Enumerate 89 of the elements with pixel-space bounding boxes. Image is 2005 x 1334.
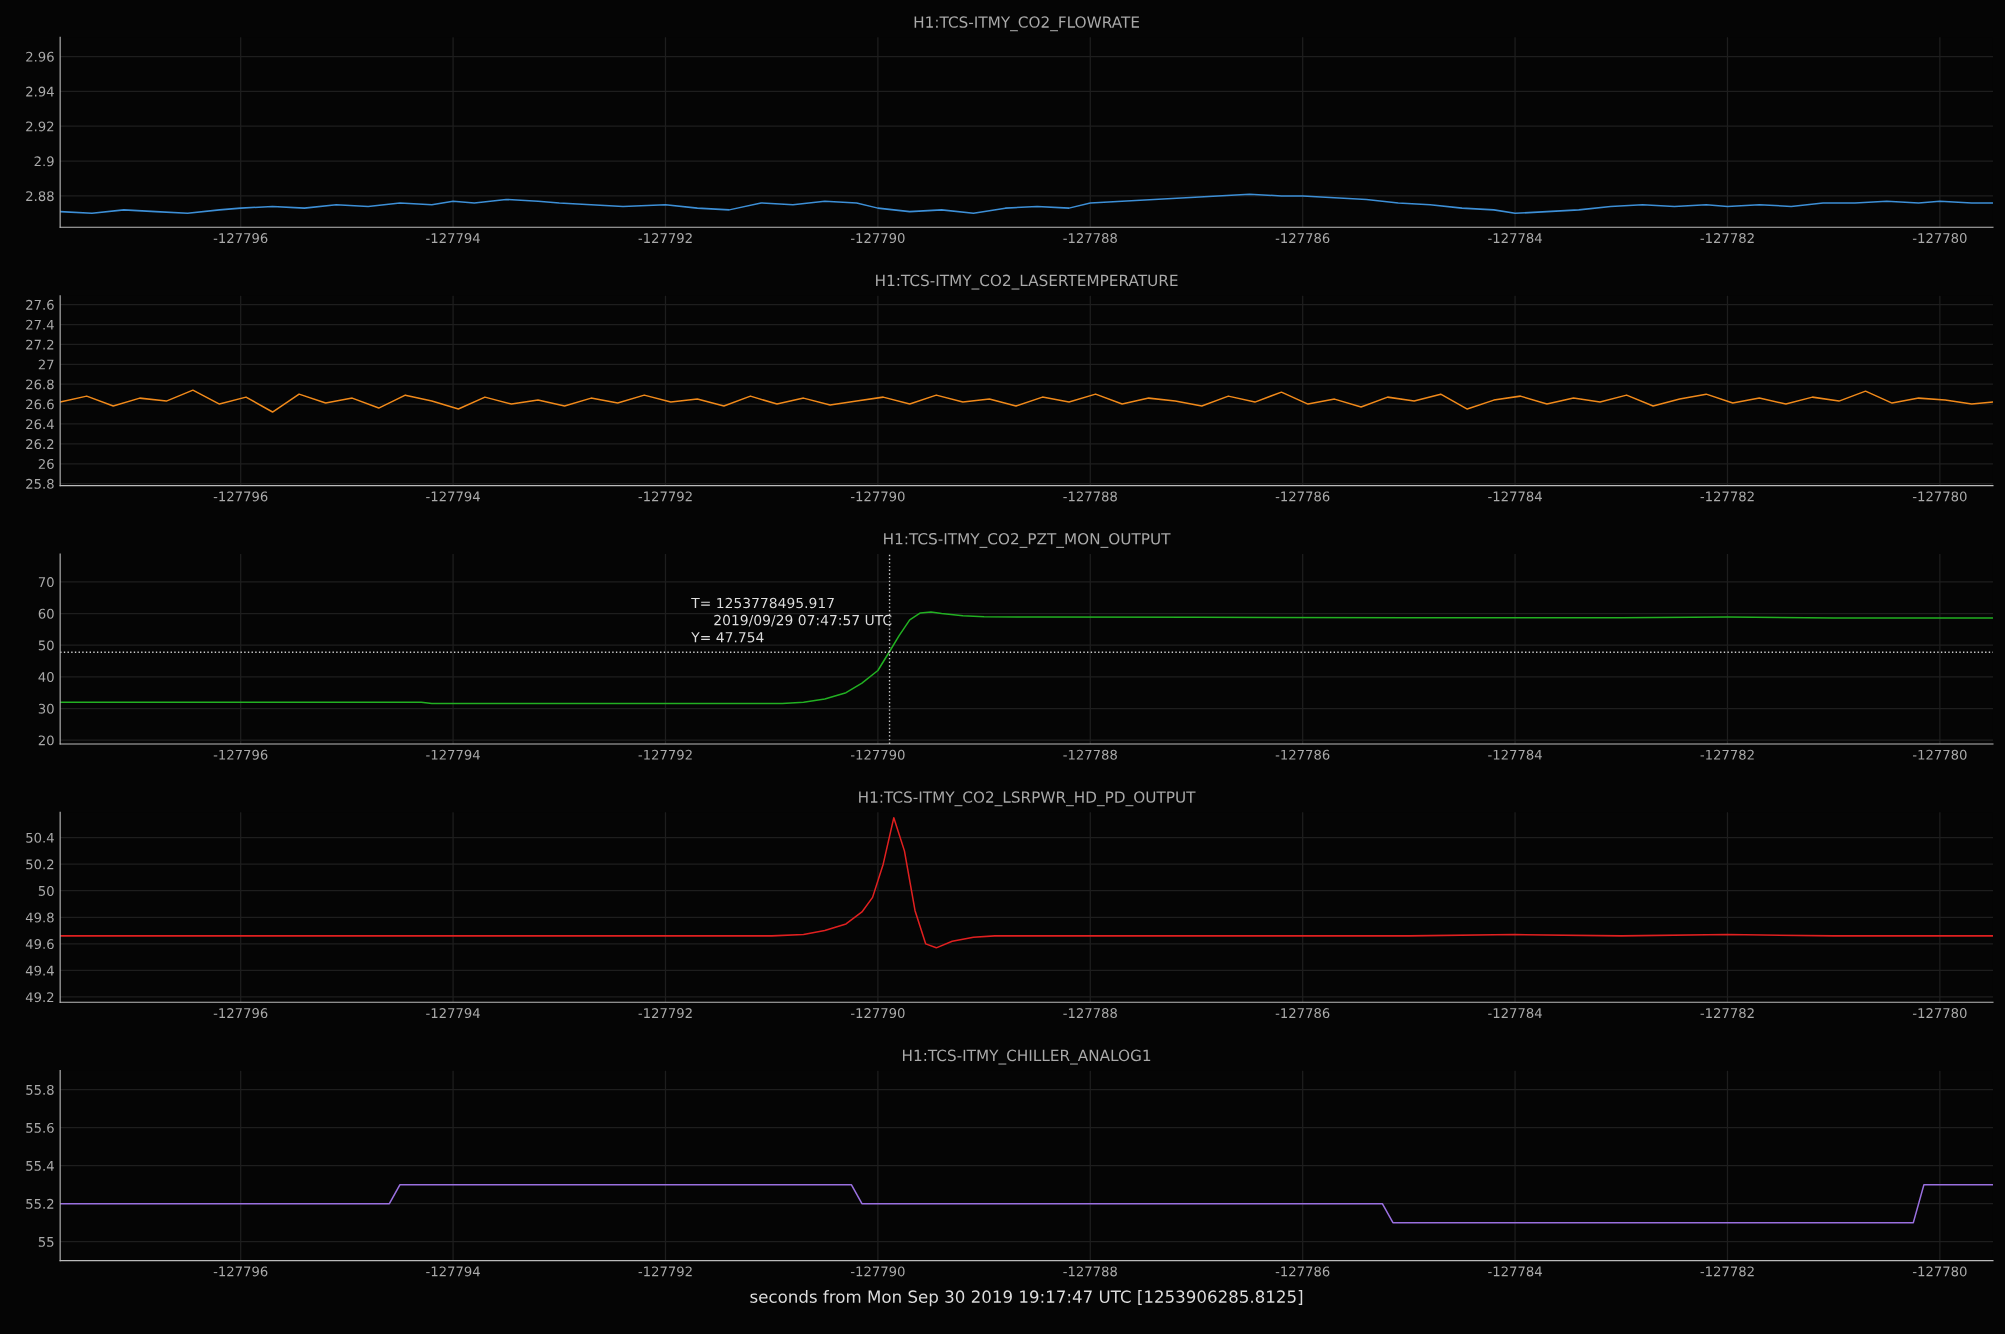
x-tick-label: -127794 xyxy=(426,1266,480,1277)
y-tick-label: 27.4 xyxy=(26,319,54,330)
x-tick-label: -127780 xyxy=(1912,749,1967,760)
x-tick-label: -127788 xyxy=(1063,749,1117,760)
y-tick-label: 50.4 xyxy=(26,832,54,843)
line-series xyxy=(60,389,1993,413)
chart-title: H1:TCS-ITMY_CHILLER_ANALOG1 xyxy=(902,1049,1151,1065)
x-tick-label: -127788 xyxy=(1063,1008,1117,1019)
x-tick-label: -127782 xyxy=(1700,491,1754,502)
x-tick-label: -127792 xyxy=(638,1266,692,1277)
x-tick-label: -127794 xyxy=(426,491,480,502)
x-tick-label: -127790 xyxy=(850,1008,905,1019)
y-tick-label: 55 xyxy=(38,1237,54,1247)
x-tick-label: -127784 xyxy=(1488,233,1542,244)
x-tick-label: -127794 xyxy=(426,1008,480,1019)
y-tick-label: 49.2 xyxy=(25,992,54,1003)
x-tick-label: -127780 xyxy=(1912,1266,1967,1277)
chart-title: H1:TCS-ITMY_CO2_LSRPWR_HD_PD_OUTPUT xyxy=(859,791,1196,807)
x-tick-label: -127780 xyxy=(1912,491,1967,502)
x-tick-label: -127796 xyxy=(213,233,268,244)
y-tick-label: 55.2 xyxy=(26,1198,54,1209)
line-series xyxy=(60,816,1993,949)
x-tick-label: -127792 xyxy=(638,749,692,760)
x-tick-label: -127784 xyxy=(1488,491,1542,502)
y-tick-label: 60 xyxy=(38,608,54,619)
x-tick-label: -127780 xyxy=(1912,233,1967,244)
chart-title: H1:TCS-ITMY_CO2_LASERTEMPERATURE xyxy=(876,274,1178,290)
x-tick-label: -127796 xyxy=(213,1008,268,1019)
y-tick-label: 2.94 xyxy=(26,86,54,97)
x-tick-label: -127796 xyxy=(213,491,268,502)
y-tick-label: 20 xyxy=(38,735,54,746)
x-tick-label: -127786 xyxy=(1275,749,1330,760)
x-tick-label: -127796 xyxy=(213,1266,268,1277)
chart-title: H1:TCS-ITMY_CO2_FLOWRATE xyxy=(914,16,1139,32)
annotation: T= 1253778495.917 2019/09/29 07:47:57 UTC Y= 47.754 xyxy=(691,597,892,643)
x-tick-label: -127794 xyxy=(426,749,480,760)
x-tick-label: -127792 xyxy=(638,233,692,244)
y-tick-label: 50 xyxy=(38,885,54,896)
y-tick-label: 26.6 xyxy=(26,399,54,410)
line-series xyxy=(60,611,1993,705)
x-tick-label: -127786 xyxy=(1275,233,1330,244)
x-tick-label: -127796 xyxy=(213,749,268,760)
x-tick-label: -127788 xyxy=(1063,233,1117,244)
y-tick-label: 55.4 xyxy=(26,1161,54,1171)
x-tick-label: -127786 xyxy=(1275,491,1330,502)
y-tick-label: 2.92 xyxy=(26,121,54,132)
x-tick-label: -127786 xyxy=(1275,1008,1330,1019)
x-tick-label: -127790 xyxy=(850,491,905,502)
x-tick-label: -127788 xyxy=(1063,1266,1117,1277)
y-tick-label: 49.8 xyxy=(25,912,54,923)
x-tick-label: -127792 xyxy=(638,491,692,502)
y-tick-label: 25.8 xyxy=(26,478,54,489)
y-tick-label: 2.88 xyxy=(26,191,54,202)
x-tick-label: -127782 xyxy=(1700,1266,1754,1277)
x-tick-label: -127782 xyxy=(1700,1008,1754,1019)
y-tick-label: 50 xyxy=(38,640,54,651)
x-axis-title: seconds from Mon Sep 30 2019 19:17:47 UTC [1253906285.8125] xyxy=(750,1290,1303,1307)
chart-title: H1:TCS-ITMY_CO2_PZT_MON_OUTPUT xyxy=(884,532,1171,548)
x-tick-label: -127784 xyxy=(1488,1008,1542,1019)
x-tick-label: -127794 xyxy=(426,233,480,244)
x-tick-label: -127790 xyxy=(850,1266,905,1277)
x-tick-label: -127782 xyxy=(1700,233,1754,244)
y-tick-label: 55.6 xyxy=(26,1122,54,1133)
x-tick-label: -127780 xyxy=(1912,1008,1967,1019)
y-tick-label: 27 xyxy=(38,359,54,370)
y-tick-label: 49.6 xyxy=(25,939,54,950)
x-tick-label: -127792 xyxy=(638,1008,692,1019)
y-tick-label: 30 xyxy=(38,703,54,714)
x-tick-label: -127782 xyxy=(1700,749,1754,760)
line-series xyxy=(60,193,1993,215)
x-tick-label: -127786 xyxy=(1275,1266,1330,1277)
y-tick-label: 26.4 xyxy=(26,419,54,430)
y-tick-label: 50.2 xyxy=(26,859,54,870)
x-tick-label: -127784 xyxy=(1488,749,1542,760)
y-tick-label: 2.96 xyxy=(26,51,54,62)
y-tick-label: 2.9 xyxy=(34,156,54,167)
y-tick-label: 27.2 xyxy=(26,339,54,350)
x-tick-label: -127784 xyxy=(1488,1266,1542,1277)
y-tick-label: 55.8 xyxy=(26,1084,54,1095)
y-tick-label: 26.2 xyxy=(26,439,54,450)
x-tick-label: -127790 xyxy=(850,749,905,760)
x-tick-label: -127788 xyxy=(1063,491,1117,502)
y-tick-label: 26 xyxy=(38,458,54,469)
x-tick-label: -127790 xyxy=(850,233,905,244)
y-tick-label: 70 xyxy=(38,577,54,588)
y-tick-label: 40 xyxy=(38,672,54,683)
y-tick-label: 49.4 xyxy=(25,965,54,976)
y-tick-label: 27.6 xyxy=(26,299,54,310)
y-tick-label: 26.8 xyxy=(26,379,54,390)
